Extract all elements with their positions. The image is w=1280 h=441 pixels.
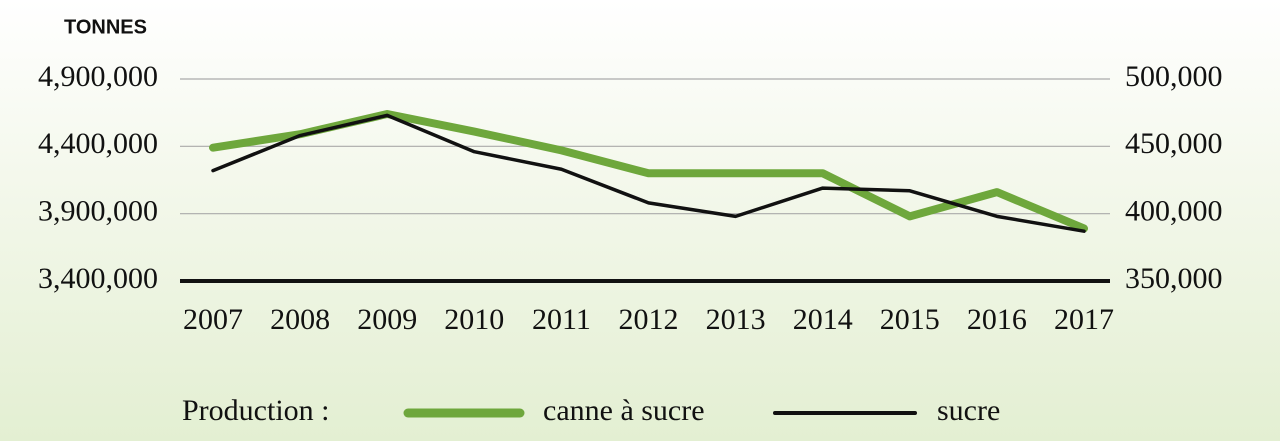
y-tick-label: 4,900,000 (38, 60, 158, 93)
x-tick-label: 2010 (444, 303, 504, 336)
line (209, 110, 1088, 233)
y2-tick-label: 450,000 (1125, 127, 1223, 160)
x-tick-label: 2009 (357, 303, 417, 336)
x-tick-label: 2012 (619, 303, 679, 336)
y2-tick-label: 350,000 (1125, 262, 1223, 295)
y2-tick-label: 400,000 (1125, 195, 1223, 228)
y-tick-label: 3,400,000 (38, 262, 158, 295)
legend-title: Production : (182, 394, 330, 427)
y-axis-label: TONNES (64, 16, 147, 38)
x-tick-label: 2013 (706, 303, 766, 336)
x-tick-label: 2014 (793, 303, 853, 336)
x-tick-label: 2017 (1054, 303, 1114, 336)
x-tick-label: 2011 (532, 303, 591, 336)
y2-tick-label: 500,000 (1125, 60, 1223, 93)
y-tick-label: 4,400,000 (38, 127, 158, 160)
y-tick-label: 3,900,000 (38, 195, 158, 228)
x-tick-label: 2015 (880, 303, 940, 336)
x-tick-label: 2016 (967, 303, 1027, 336)
legend-label: sucre (937, 394, 1000, 427)
legend-label: canne à sucre (543, 394, 705, 427)
line (211, 113, 1086, 233)
x-tick-label: 2008 (270, 303, 330, 336)
x-tick-label: 2007 (183, 303, 243, 336)
